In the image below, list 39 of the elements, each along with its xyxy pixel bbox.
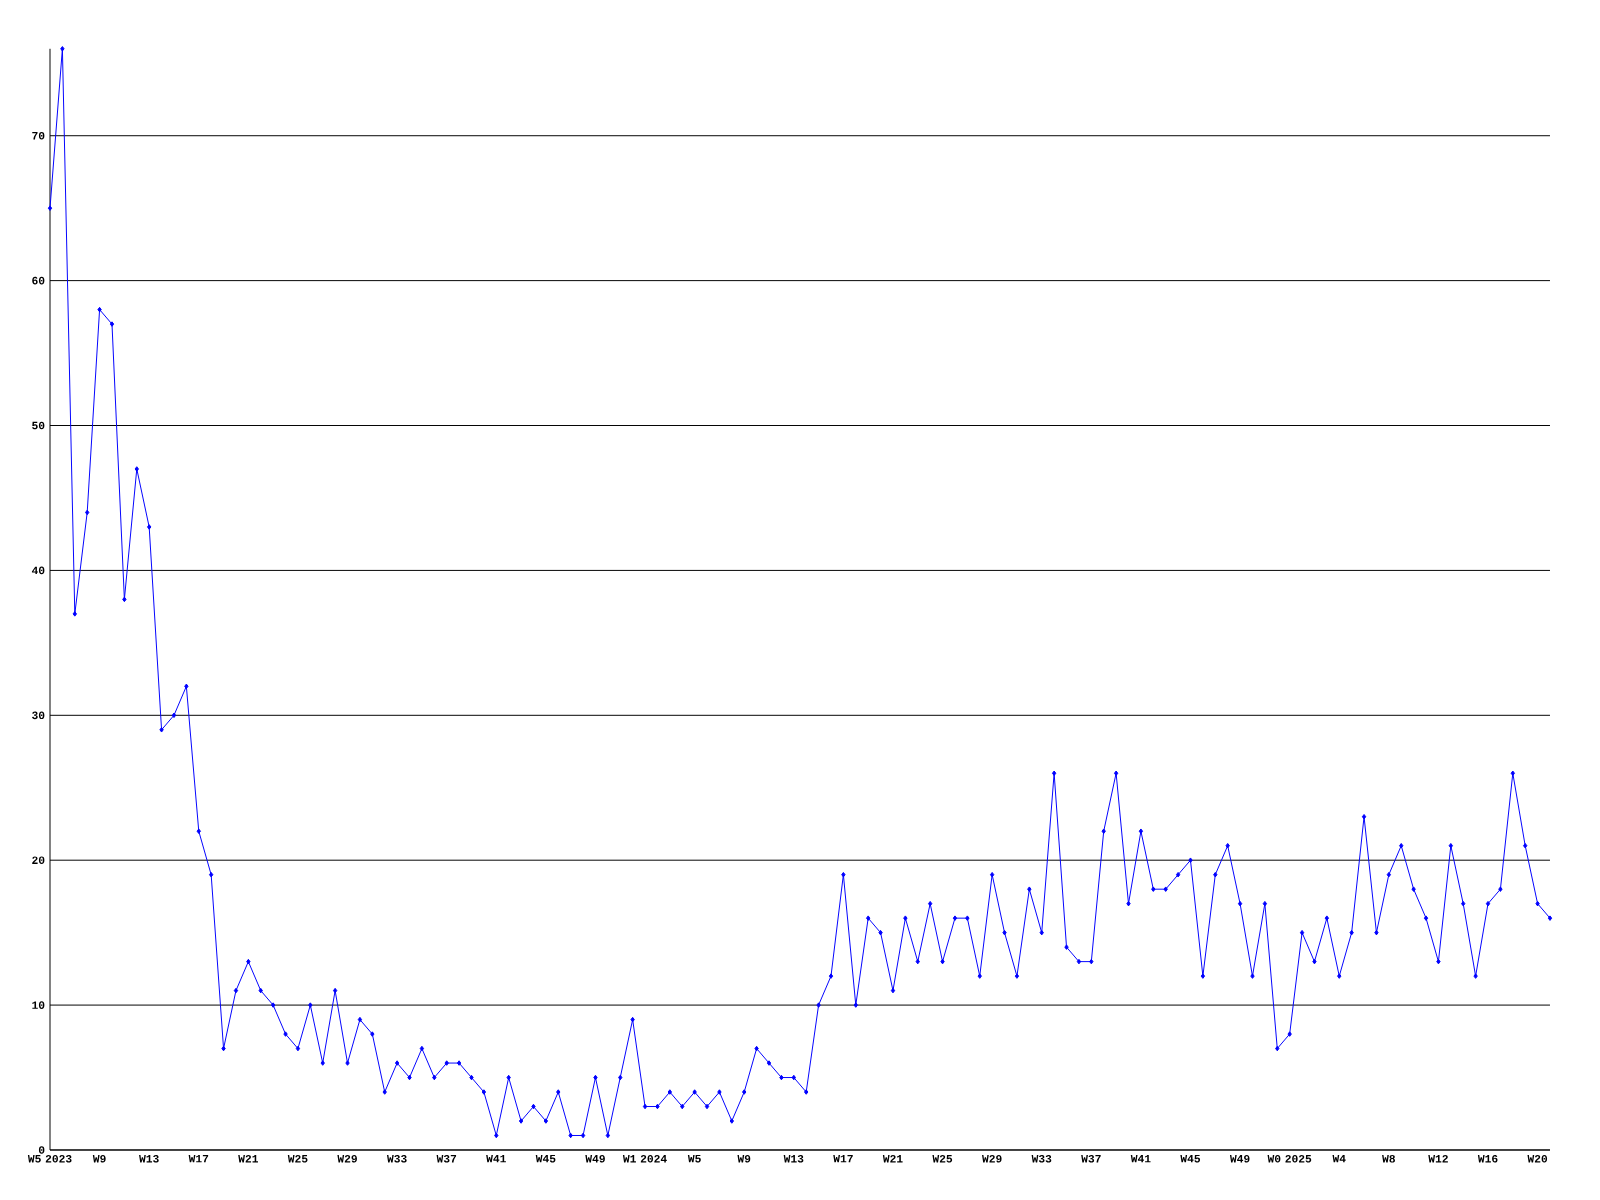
x-tick-label: W37 (436, 1154, 457, 1163)
x-tick-label: W45 (1180, 1154, 1201, 1163)
y-tick-label: 10 (32, 1001, 45, 1009)
x-tick-label: W20 (1527, 1154, 1548, 1163)
x-tick-label: W5 (687, 1154, 701, 1163)
x-tick-label: W41 (486, 1154, 506, 1163)
x-tick-label: W49 (1229, 1154, 1250, 1163)
x-tick-label: W33 (1031, 1154, 1052, 1163)
x-tick-label: W16 (1477, 1154, 1498, 1163)
x-tick-label: W25 (932, 1154, 953, 1163)
y-tick-label: 60 (32, 276, 45, 285)
x-tick-label: W13 (783, 1154, 804, 1163)
y-tick-label: 40 (31, 566, 45, 575)
x-tick-label: W49 (585, 1154, 605, 1163)
x-tick-label: W12 (1428, 1154, 1448, 1163)
x-tick-label: W9 (92, 1154, 106, 1163)
x-tick-label: W4 (1332, 1154, 1346, 1163)
x-tick-label: W25 (287, 1154, 308, 1163)
x-tick-label: W33 (386, 1154, 407, 1163)
x-tick-label: W8 (1382, 1154, 1395, 1163)
x-tick-label: W13 (139, 1154, 159, 1163)
x-tick-label: W45 (535, 1154, 556, 1163)
y-tick-label: 50 (32, 421, 45, 430)
y-tick-label: 30 (32, 711, 45, 720)
x-tick-label: W17 (833, 1154, 853, 1163)
x-tick-label: W1 2024 (622, 1154, 667, 1163)
x-tick-label: W21 (238, 1154, 258, 1163)
x-tick-label: W17 (188, 1154, 209, 1163)
x-tick-label: W29 (337, 1154, 357, 1163)
x-tick-label: W29 (982, 1154, 1002, 1163)
x-tick-label: W5 2023 (27, 1154, 72, 1163)
x-tick-label: W0 2025 (1267, 1154, 1312, 1163)
x-tick-label: W41 (1130, 1154, 1151, 1163)
x-tick-label: W21 (882, 1154, 903, 1163)
y-tick-label: 70 (32, 131, 45, 140)
y-tick-label: 20 (32, 856, 45, 865)
x-tick-label: W37 (1081, 1154, 1101, 1163)
x-tick-label: W9 (737, 1154, 751, 1163)
y-tick-label: 0 (38, 1146, 45, 1154)
